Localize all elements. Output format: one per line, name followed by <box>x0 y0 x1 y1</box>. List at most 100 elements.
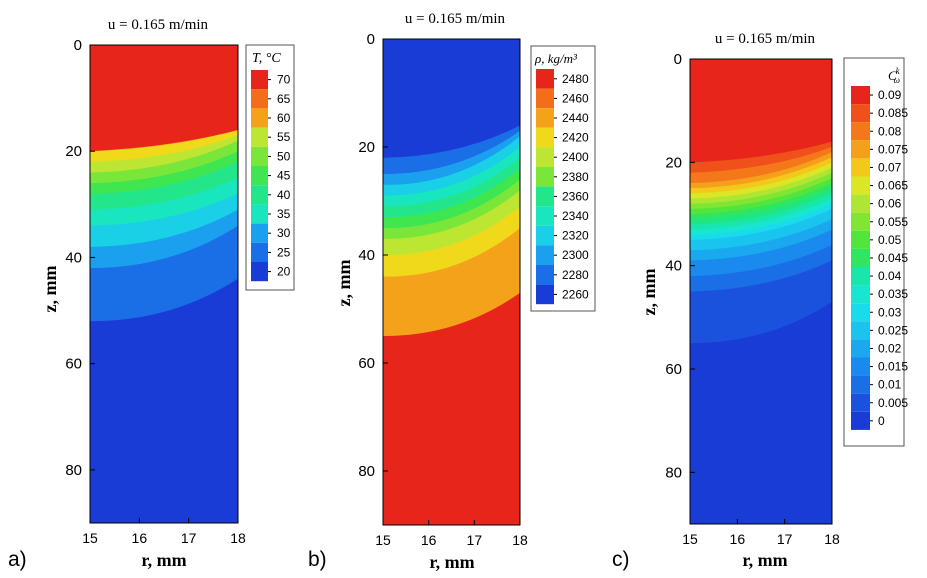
panel-b-label: b) <box>308 548 327 571</box>
b-legend-label-10: 2280 <box>562 268 589 282</box>
c-legend-swatch-18 <box>851 411 870 430</box>
a-legend-swatch-1 <box>251 89 268 109</box>
b-legend-label-2: 2440 <box>562 111 589 125</box>
panel-c-legend-title-sub: ω <box>894 75 900 85</box>
a-legend-label-9: 25 <box>277 245 291 259</box>
c-legend-swatch-1 <box>851 104 870 123</box>
panel-a-x-ticks: 15 16 17 18 <box>82 518 246 546</box>
c-legend-swatch-8 <box>851 230 870 249</box>
b-legend-label-1: 2460 <box>562 91 589 105</box>
c-plot-frame <box>689 58 833 525</box>
c-legend-label-12: 0.03 <box>878 305 902 319</box>
panel-c-legend-title: Ck ω <box>888 66 901 85</box>
c-legend-label-18: 0 <box>878 414 885 428</box>
panel-b-legend-title: ρ, kg/m³ <box>534 51 578 66</box>
c-legend-swatch-5 <box>851 176 870 195</box>
b-legend-swatch-7 <box>536 206 554 226</box>
a-xtick-label-3: 18 <box>230 530 246 546</box>
c-legend-swatch-15 <box>851 357 870 376</box>
c-legend-swatch-4 <box>851 158 870 177</box>
b-legend-swatch-3 <box>536 127 554 148</box>
panel-a-label: a) <box>8 548 27 571</box>
panel-c-legend-title-sup: k <box>896 66 901 76</box>
a-legend-swatch-7 <box>251 204 268 224</box>
panel-c-x-label: r, mm <box>742 550 787 570</box>
a-legend-label-5: 45 <box>277 169 291 183</box>
c-xtick-label-0: 15 <box>682 531 698 547</box>
a-ytick-label-3: 60 <box>65 356 82 373</box>
a-legend-swatch-8 <box>251 223 268 243</box>
c-xtick-label-2: 17 <box>777 531 793 547</box>
b-legend-label-11: 2260 <box>562 287 589 301</box>
b-legend-label-9: 2300 <box>562 248 589 262</box>
b-ytick-label-2: 40 <box>358 247 375 264</box>
b-legend-swatch-10 <box>536 265 554 285</box>
c-ytick-label-1: 20 <box>665 154 682 171</box>
c-legend-swatch-7 <box>851 212 870 231</box>
c-legend-label-5: 0.065 <box>878 179 908 193</box>
panel-c-label: c) <box>612 548 630 571</box>
b-legend-label-4: 2400 <box>562 150 589 164</box>
c-legend-label-10: 0.04 <box>878 269 902 283</box>
a-legend-swatch-0 <box>251 70 268 90</box>
panel-b: u = 0.165 m/min 0 20 40 60 80 15 16 17 18 z, mm… <box>308 11 596 572</box>
a-legend-label-3: 55 <box>277 130 291 144</box>
c-legend-swatch-14 <box>851 339 870 358</box>
a-plot-frame <box>89 44 239 524</box>
a-xtick-label-0: 15 <box>82 530 98 546</box>
b-ytick-label-4: 80 <box>358 463 375 480</box>
panel-b-y-ticks: 0 20 40 60 80 <box>358 31 388 480</box>
b-legend-label-6: 2360 <box>562 189 589 203</box>
panel-a-title: u = 0.165 m/min <box>108 17 209 33</box>
c-legend-swatch-10 <box>851 267 870 286</box>
b-xtick-label-2: 17 <box>467 532 483 548</box>
a-legend-swatch-5 <box>251 166 268 186</box>
a-ytick-label-0: 0 <box>74 37 82 54</box>
panel-c-legend-items: 0.09 0.085 0.08 0.075 0.07 0.065 0.06 0.055 0.05… <box>851 86 908 430</box>
b-legend-swatch-8 <box>536 225 554 246</box>
c-ytick-label-3: 60 <box>665 361 682 378</box>
b-legend-swatch-4 <box>536 147 554 167</box>
panel-a: u = 0.165 m/min 0 20 40 60 80 15 16 17 18 z, mm… <box>8 17 295 571</box>
panel-c-y-label: z, mm <box>639 269 659 316</box>
c-legend-label-4: 0.07 <box>878 160 902 174</box>
a-legend-label-0: 70 <box>277 73 291 87</box>
panel-a-legend-items: 70 65 60 55 50 45 40 35 30 25 20 <box>251 70 291 282</box>
c-legend-label-8: 0.05 <box>878 233 902 247</box>
a-legend-swatch-2 <box>251 108 268 128</box>
a-legend-label-1: 65 <box>277 92 291 106</box>
b-legend-label-8: 2320 <box>562 229 589 243</box>
a-legend-label-6: 40 <box>277 188 291 202</box>
a-legend-label-10: 20 <box>277 265 291 279</box>
c-legend-label-2: 0.08 <box>878 124 902 138</box>
panel-a-legend-title: T, °C <box>252 51 281 66</box>
panel-b-y-label: z, mm <box>334 260 354 307</box>
panel-b-contour-plot <box>382 38 521 526</box>
panel-c-contour-plot <box>689 58 833 525</box>
c-legend-swatch-2 <box>851 122 870 141</box>
b-xtick-label-1: 16 <box>421 532 437 548</box>
panel-a-x-label: r, mm <box>141 550 186 570</box>
panel-b-x-label: r, mm <box>429 552 474 572</box>
a-legend-swatch-9 <box>251 242 268 262</box>
b-legend-label-3: 2420 <box>562 131 589 145</box>
a-top-band <box>90 45 238 152</box>
c-legend-label-7: 0.055 <box>878 215 908 229</box>
panel-b-legend: ρ, kg/m³ 2480 2460 2440 2420 2400 2380 2360 234… <box>530 45 596 312</box>
c-ytick-label-4: 80 <box>665 464 682 481</box>
panel-c-legend-title-base: C <box>888 68 897 83</box>
panel-a-contour-plot <box>89 44 239 524</box>
b-legend-swatch-11 <box>536 284 554 305</box>
b-legend-swatch-6 <box>536 186 554 207</box>
a-xtick-label-2: 17 <box>181 530 197 546</box>
b-legend-swatch-9 <box>536 245 554 265</box>
a-legend-label-8: 30 <box>277 226 291 240</box>
c-legend-swatch-9 <box>851 248 870 267</box>
c-legend-swatch-11 <box>851 285 870 304</box>
panel-b-legend-items: 2480 2460 2440 2420 2400 2380 2360 2340 2320 2300… <box>536 69 589 305</box>
c-legend-label-13: 0.025 <box>878 323 908 337</box>
a-ytick-label-4: 80 <box>65 462 82 479</box>
a-ytick-label-2: 40 <box>65 249 82 266</box>
c-legend-swatch-13 <box>851 321 870 340</box>
panel-c-x-ticks: 15 16 17 18 <box>682 519 840 547</box>
